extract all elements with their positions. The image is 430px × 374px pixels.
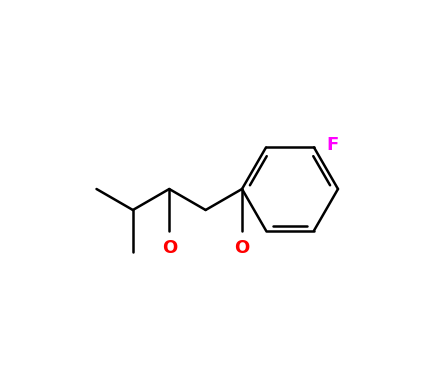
Text: F: F [326, 137, 338, 154]
Text: O: O [162, 239, 177, 257]
Text: O: O [234, 239, 250, 257]
